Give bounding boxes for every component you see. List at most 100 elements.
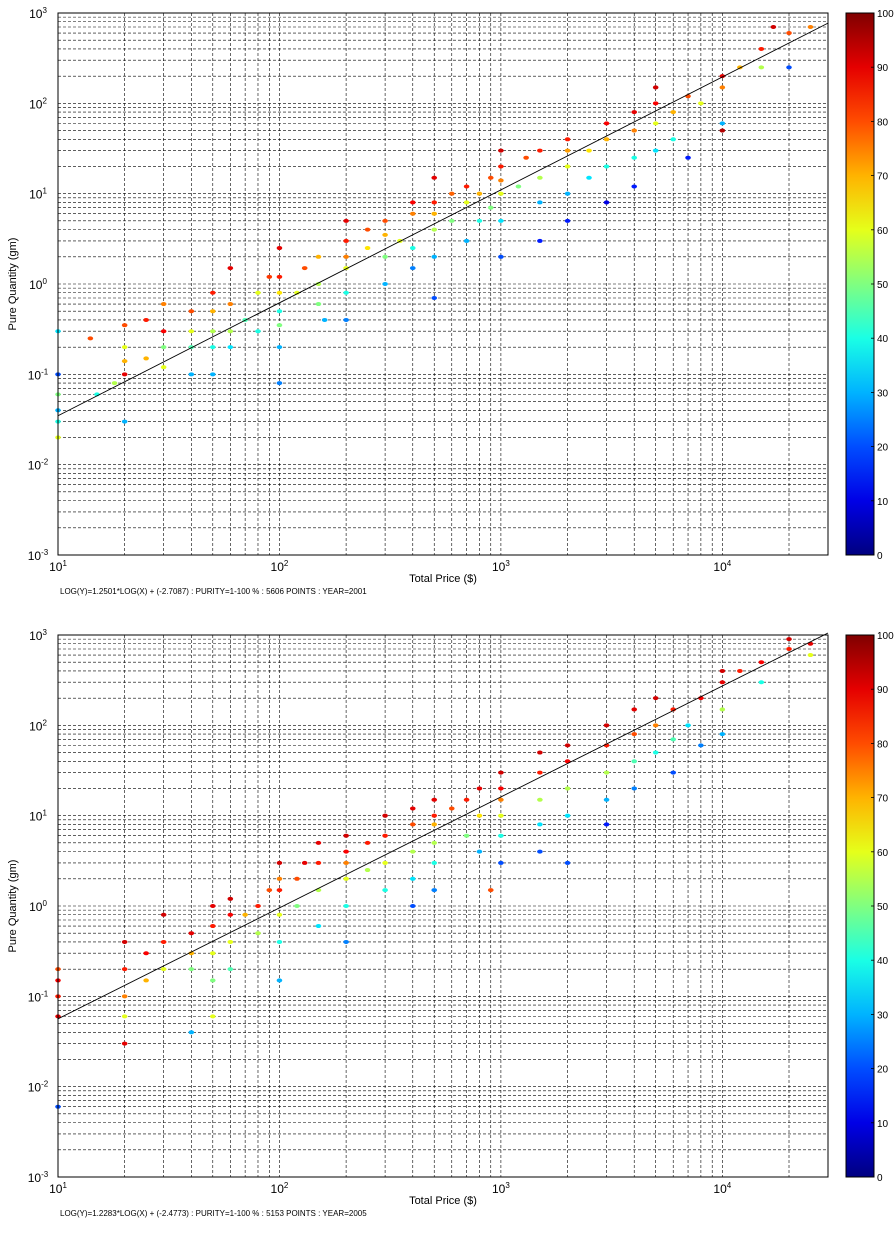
data-point bbox=[564, 743, 571, 748]
data-point bbox=[631, 732, 638, 737]
data-point bbox=[670, 707, 677, 712]
data-point bbox=[603, 137, 610, 142]
data-point bbox=[209, 290, 216, 295]
data-point bbox=[537, 770, 543, 775]
x-tick-label: 103 bbox=[492, 1181, 510, 1196]
data-point bbox=[343, 238, 349, 243]
data-point bbox=[476, 191, 483, 196]
data-point bbox=[294, 876, 300, 881]
data-point bbox=[255, 904, 261, 908]
data-point bbox=[515, 184, 522, 189]
data-point bbox=[498, 813, 504, 818]
data-point bbox=[343, 833, 349, 838]
data-point bbox=[255, 329, 261, 334]
data-point bbox=[276, 912, 283, 917]
data-point bbox=[603, 723, 610, 728]
data-point bbox=[121, 359, 128, 364]
data-point bbox=[431, 175, 438, 180]
data-point bbox=[431, 797, 438, 802]
data-point bbox=[121, 1014, 128, 1019]
data-point bbox=[209, 924, 216, 929]
scatter-chart-2001: 101 102 103 10410-310-210-1100101102103Tota… bbox=[7, 6, 894, 596]
data-point bbox=[276, 323, 283, 328]
data-point bbox=[758, 46, 765, 51]
data-point bbox=[631, 184, 638, 189]
colorbar-tick-label: 0 bbox=[877, 1173, 883, 1184]
data-point bbox=[498, 254, 504, 259]
data-point bbox=[188, 967, 195, 972]
y-tick-label: 10-1 bbox=[28, 989, 49, 1004]
data-point bbox=[564, 191, 571, 196]
chart-panel-2001: 101 102 103 104 10-3 10-2 10-1 100 101 102 103 Tota… bbox=[0, 0, 896, 620]
data-point bbox=[242, 912, 248, 917]
colorbar-tick-label: 10 bbox=[877, 497, 889, 508]
data-point bbox=[315, 924, 322, 929]
data-point bbox=[209, 978, 216, 983]
data-point bbox=[498, 218, 504, 223]
data-point bbox=[382, 860, 388, 865]
y-tick-label: 101 bbox=[29, 187, 47, 202]
data-point bbox=[160, 345, 167, 350]
data-point bbox=[698, 743, 704, 748]
data-point bbox=[382, 218, 388, 223]
data-point bbox=[537, 750, 543, 755]
data-point bbox=[276, 888, 283, 893]
data-point bbox=[382, 254, 388, 259]
data-point bbox=[343, 860, 349, 865]
data-point bbox=[255, 931, 261, 936]
data-point bbox=[121, 939, 128, 944]
colorbar-tick-label: 10 bbox=[877, 1119, 889, 1130]
data-point bbox=[143, 356, 149, 361]
data-point bbox=[143, 978, 149, 983]
data-point bbox=[227, 266, 234, 271]
x-tick-label: 102 bbox=[271, 559, 289, 574]
data-point bbox=[409, 246, 416, 251]
data-point bbox=[431, 295, 438, 300]
data-point bbox=[564, 218, 571, 223]
data-point bbox=[315, 282, 322, 286]
data-point bbox=[498, 178, 504, 183]
data-point bbox=[143, 317, 149, 322]
data-point bbox=[431, 211, 438, 216]
data-point bbox=[276, 345, 283, 350]
data-point bbox=[631, 786, 638, 791]
data-point bbox=[409, 849, 416, 854]
data-point bbox=[685, 155, 691, 160]
colorbar bbox=[845, 634, 875, 1178]
data-point bbox=[227, 345, 234, 350]
data-point bbox=[652, 121, 659, 126]
data-point bbox=[448, 218, 455, 223]
data-point bbox=[685, 723, 691, 728]
data-point bbox=[266, 274, 273, 279]
colorbar-tick-label: 40 bbox=[877, 334, 889, 345]
y-tick-label: 10-1 bbox=[28, 367, 49, 382]
data-point bbox=[301, 860, 308, 865]
data-point bbox=[719, 680, 726, 685]
data-point bbox=[364, 227, 371, 232]
data-point bbox=[670, 137, 677, 142]
data-point bbox=[670, 110, 677, 115]
data-point bbox=[255, 290, 261, 295]
data-point bbox=[603, 200, 610, 205]
data-point bbox=[487, 205, 494, 210]
data-point bbox=[409, 266, 416, 271]
data-point bbox=[807, 653, 814, 658]
colorbar-tick-label: 60 bbox=[877, 848, 889, 859]
data-point bbox=[409, 200, 416, 205]
data-point bbox=[463, 200, 470, 205]
data-point bbox=[498, 860, 504, 865]
data-point bbox=[382, 232, 388, 237]
data-point bbox=[121, 419, 128, 424]
chart-panel-2005: 101 102 103 104 10-3 10-2 10-1 100 101 102 103 Tota… bbox=[0, 622, 896, 1242]
data-point bbox=[431, 888, 438, 893]
data-point bbox=[737, 668, 743, 673]
data-point bbox=[209, 329, 216, 334]
data-point bbox=[276, 274, 283, 279]
data-point bbox=[276, 290, 283, 295]
data-point bbox=[786, 31, 792, 36]
data-point bbox=[786, 637, 792, 642]
x-axis-label: Total Price ($) bbox=[409, 573, 477, 585]
colorbar-tick-label: 100 bbox=[877, 9, 894, 20]
data-point bbox=[160, 329, 167, 334]
data-point bbox=[276, 939, 283, 944]
